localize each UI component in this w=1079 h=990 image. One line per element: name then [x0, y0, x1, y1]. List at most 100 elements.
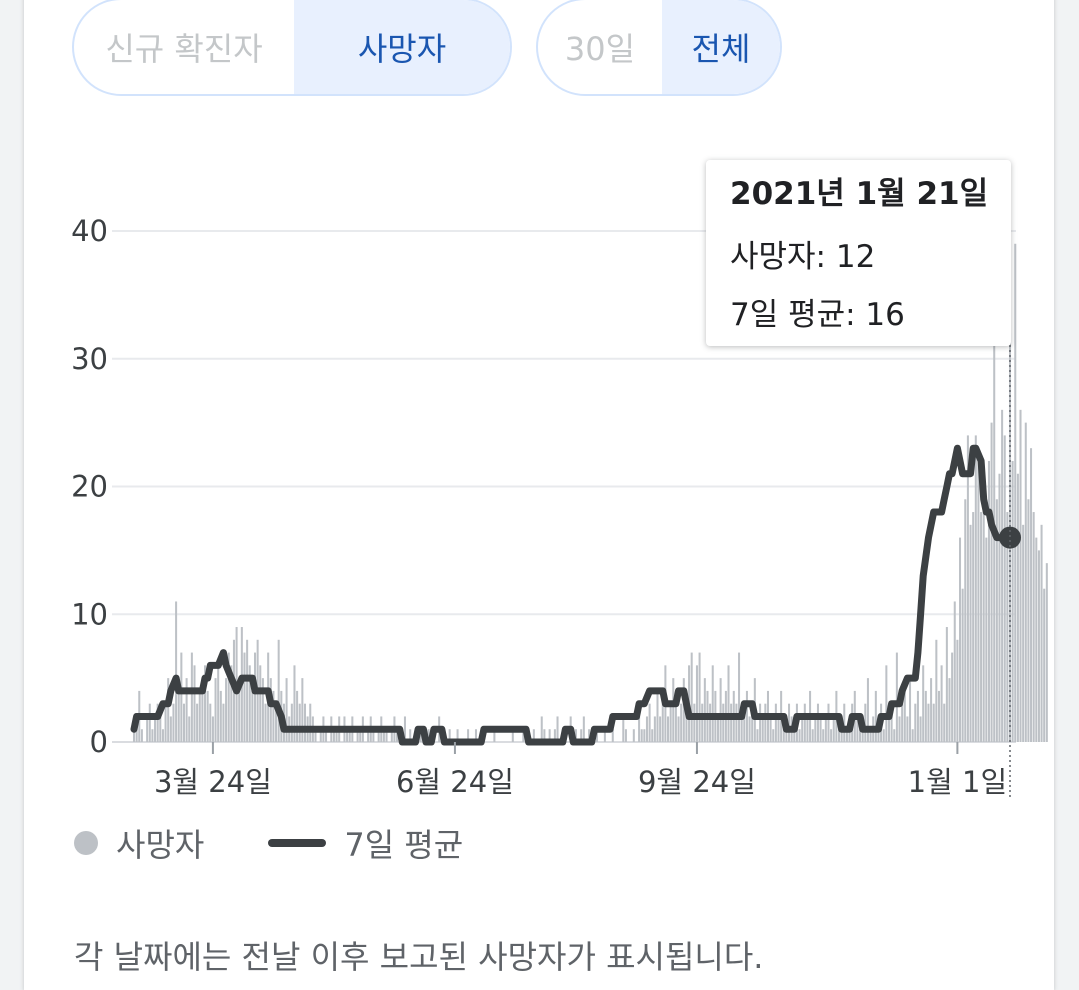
daily-deaths-bar — [932, 703, 935, 742]
toggle-new-cases[interactable]: 신규 확진자 — [105, 30, 263, 68]
seven-day-average-path — [130, 444, 1014, 746]
daily-deaths-bar — [793, 729, 796, 742]
daily-deaths-bar — [1040, 524, 1043, 742]
daily-deaths-bar — [964, 499, 967, 742]
daily-deaths-bar — [301, 678, 304, 742]
daily-deaths-bar — [632, 729, 635, 742]
daily-deaths-bar — [1030, 448, 1033, 742]
daily-deaths-bar — [1014, 243, 1017, 742]
daily-deaths-bar — [261, 678, 264, 742]
daily-deaths-bar — [903, 690, 906, 742]
daily-deaths-bar — [1011, 460, 1014, 742]
daily-deaths-bar — [969, 524, 972, 742]
daily-deaths-bar — [911, 729, 914, 742]
daily-deaths-bar — [709, 703, 712, 742]
daily-deaths-bar — [377, 729, 380, 742]
daily-deaths-bar — [956, 639, 959, 742]
daily-deaths-bar — [719, 678, 722, 742]
daily-deaths-bar — [246, 639, 249, 742]
daily-deaths-bar — [727, 665, 730, 742]
chart-legend: 사망자 7일 평균 — [74, 820, 463, 866]
daily-deaths-bar — [359, 729, 362, 742]
daily-deaths-bar — [993, 256, 996, 742]
daily-deaths-bar — [943, 703, 946, 742]
daily-deaths-bar — [532, 729, 535, 742]
x-tick-label: 9월 24일 — [638, 765, 756, 799]
y-tick-label: 0 — [90, 725, 108, 759]
daily-deaths-bar — [225, 678, 228, 742]
daily-deaths-bar — [669, 703, 672, 742]
daily-deaths-bar — [819, 716, 822, 742]
daily-deaths-bar — [864, 703, 867, 742]
daily-deaths-bar — [674, 690, 677, 742]
daily-deaths-bar — [816, 703, 819, 742]
daily-deaths-bar — [693, 703, 696, 742]
daily-deaths-bar — [427, 729, 430, 742]
daily-deaths-bar — [177, 690, 180, 742]
toggle-deaths[interactable]: 사망자 — [294, 0, 510, 94]
daily-deaths-bar — [756, 729, 759, 742]
daily-deaths-bar — [930, 678, 933, 742]
daily-deaths-bar — [1024, 422, 1027, 742]
daily-deaths-bar — [901, 703, 904, 742]
daily-deaths-bar — [161, 729, 164, 742]
daily-deaths-bar — [987, 460, 990, 742]
daily-deaths-bar — [285, 678, 288, 742]
daily-deaths-bar — [595, 729, 599, 742]
daily-deaths-bar — [230, 665, 233, 742]
daily-deaths-bar — [985, 537, 988, 742]
daily-deaths-bar — [730, 703, 733, 742]
daily-deaths-bar — [172, 703, 175, 742]
daily-deaths-bar — [893, 729, 896, 742]
daily-deaths-bar — [927, 703, 930, 742]
daily-deaths-bar — [303, 703, 307, 742]
daily-deaths-bar — [151, 729, 154, 742]
daily-deaths-bar — [367, 729, 370, 742]
daily-deaths-bar — [895, 652, 898, 742]
daily-deaths-bar — [588, 729, 591, 742]
legend-average-label: 7일 평균 — [344, 826, 464, 864]
daily-deaths-bar — [1027, 499, 1030, 742]
daily-deaths-bar — [574, 729, 577, 742]
daily-deaths-bar — [982, 486, 985, 742]
daily-deaths-bar — [164, 703, 167, 742]
daily-deaths-bar — [869, 729, 872, 742]
daily-deaths-bar — [622, 716, 625, 742]
daily-deaths-bar — [677, 716, 680, 742]
daily-deaths-bar — [788, 703, 791, 742]
daily-deaths-bar — [995, 499, 998, 742]
y-tick-label: 30 — [71, 342, 108, 376]
daily-deaths-bar — [1003, 435, 1006, 742]
toggle-30-days[interactable]: 30일 — [564, 30, 636, 68]
daily-deaths-bar — [680, 703, 683, 742]
daily-deaths-bar — [937, 690, 940, 742]
daily-deaths-bar — [777, 716, 780, 742]
range-toggle[interactable]: 30일 전체 — [536, 0, 782, 96]
daily-deaths-bar — [645, 716, 648, 742]
daily-deaths-bar — [801, 716, 804, 742]
y-tick-label: 10 — [71, 597, 108, 631]
daily-deaths-bar — [456, 729, 459, 742]
daily-deaths-bar — [275, 703, 278, 742]
daily-deaths-bar — [977, 448, 980, 742]
daily-deaths-bar — [948, 678, 951, 742]
daily-deaths-bar — [759, 703, 762, 742]
daily-deaths-bar — [898, 716, 901, 742]
daily-deaths-bar — [348, 729, 351, 742]
daily-deaths-bar — [824, 716, 827, 742]
daily-deaths-bar — [319, 729, 322, 742]
daily-deaths-bar — [603, 729, 606, 742]
daily-deaths-bar — [1037, 550, 1040, 742]
toggle-all[interactable]: 전체 — [662, 0, 780, 94]
daily-deaths-bar — [346, 729, 349, 742]
daily-deaths-bar — [474, 729, 477, 742]
tooltip-date: 2021년 1월 21일 — [730, 176, 989, 212]
axes: 0 10 20 30 40 3월 24일 6월 24일 9월 24일 1월 1일 — [71, 214, 1011, 800]
daily-deaths-bar — [698, 652, 701, 742]
daily-deaths-bar — [298, 703, 301, 742]
daily-deaths-bar — [214, 678, 217, 742]
metric-toggle[interactable]: 신규 확진자 사망자 — [72, 0, 512, 96]
daily-deaths-bar — [667, 716, 670, 742]
daily-deaths-bar — [711, 665, 714, 742]
